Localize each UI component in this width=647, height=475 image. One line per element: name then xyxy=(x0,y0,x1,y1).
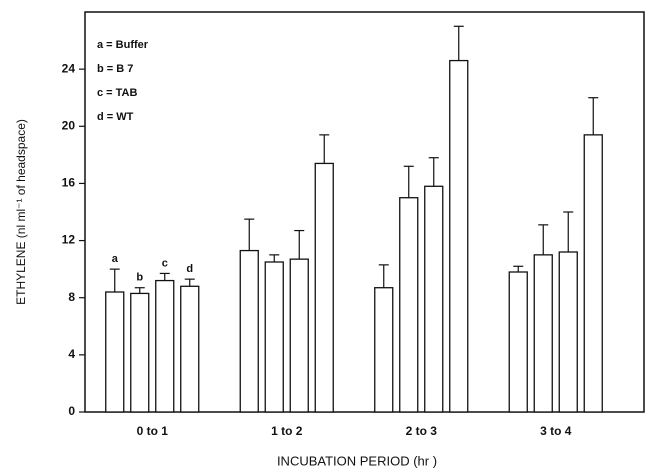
bar xyxy=(155,279,175,413)
bar xyxy=(558,251,578,413)
bar xyxy=(424,185,444,413)
bar xyxy=(105,291,125,413)
plot-frame xyxy=(84,11,645,413)
bar xyxy=(399,197,419,413)
y-tick-label: 20 xyxy=(62,118,76,132)
bar xyxy=(508,271,528,413)
y-tick-label: 8 xyxy=(68,290,75,304)
y-axis-label: ETHYLENE (nl ml⁻¹ of headspace) xyxy=(14,119,28,305)
x-tick-label: 3 to 4 xyxy=(540,424,572,438)
y-tick-label: 0 xyxy=(68,404,75,418)
bar-letter: d xyxy=(186,263,193,275)
bar-letter: a xyxy=(112,253,119,265)
bar xyxy=(374,287,394,413)
y-tick-label: 4 xyxy=(68,347,75,361)
x-tick-label: 0 to 1 xyxy=(137,424,169,438)
bar xyxy=(289,258,309,413)
y-tick-label: 16 xyxy=(62,176,76,190)
legend-entry: c = TAB xyxy=(97,87,138,99)
bar xyxy=(314,162,334,413)
bar xyxy=(533,254,553,413)
bar-letter: b xyxy=(136,272,143,284)
bar-letter: c xyxy=(162,257,168,269)
legend-entry: d = WT xyxy=(97,111,134,123)
x-tick-label: 1 to 2 xyxy=(271,424,303,438)
y-tick-label: 24 xyxy=(62,61,76,75)
x-axis-label: INCUBATION PERIOD (hr ) xyxy=(277,453,437,468)
legend-entry: b = B 7 xyxy=(97,63,133,75)
bar xyxy=(449,59,469,413)
bar xyxy=(264,261,284,413)
bar xyxy=(583,134,603,413)
legend-entry: a = Buffer xyxy=(97,39,149,51)
y-tick-label: 12 xyxy=(62,233,76,247)
x-tick-label: 2 to 3 xyxy=(406,424,438,438)
bar xyxy=(239,249,259,413)
bar xyxy=(130,292,150,413)
bar xyxy=(180,285,200,413)
